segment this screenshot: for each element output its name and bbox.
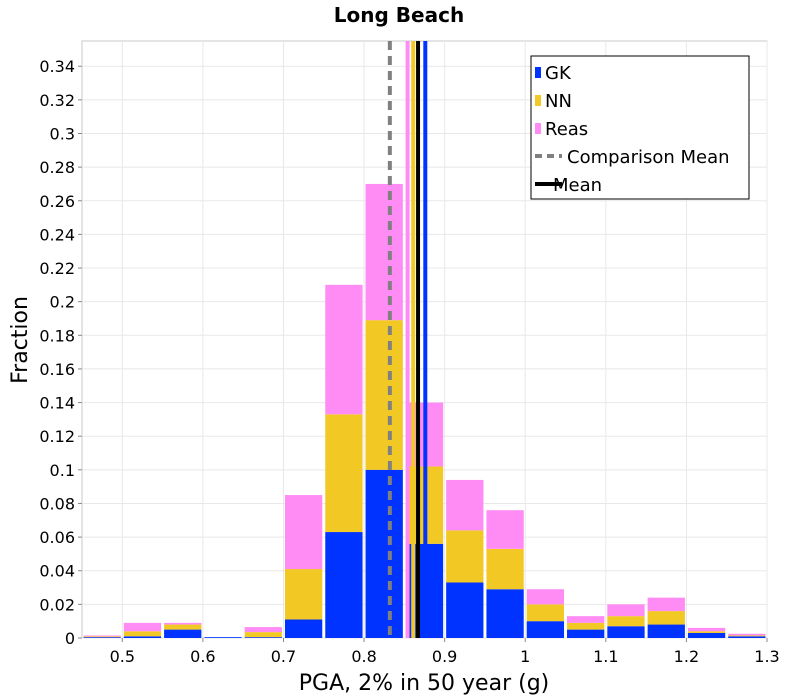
bar-reas [83, 635, 121, 637]
bar-gk [486, 589, 524, 638]
y-tick-label: 0.34 [39, 57, 75, 76]
chart-title: Long Beach [334, 3, 464, 27]
x-tick-label: 1.1 [593, 647, 618, 666]
y-tick-label: 0.24 [39, 225, 75, 244]
x-tick-label: 0.5 [110, 647, 135, 666]
bars-group [83, 183, 766, 638]
bar-reas [123, 622, 162, 632]
x-tick-label: 0.7 [271, 647, 296, 666]
y-tick-label: 0.04 [39, 562, 75, 581]
legend-box [530, 55, 750, 200]
legend-swatch-reas [535, 123, 541, 134]
y-tick-label: 0.3 [50, 124, 75, 143]
bar-nn [728, 635, 766, 637]
bar-gk [204, 637, 242, 638]
bar-nn [526, 604, 565, 622]
bar-nn [244, 632, 282, 638]
bar-gk [446, 582, 484, 638]
bar-gk [567, 629, 605, 638]
legend-label-nn: NN [545, 91, 572, 112]
x-tick-label: 1 [520, 647, 530, 666]
bar-nn [446, 530, 484, 583]
y-tick-label: 0.16 [39, 360, 75, 379]
x-tick-label: 0.8 [351, 647, 376, 666]
bar-nn [284, 569, 323, 620]
x-ticks: 0.5 0.6 0.7 0.8 0.9 1 1.1 1.2 1.3 [110, 638, 780, 666]
bar-nn [607, 616, 645, 627]
bar-reas [244, 627, 282, 633]
bar-gk [244, 637, 282, 638]
y-axis-title: Fraction [8, 296, 33, 384]
bar-reas [365, 183, 403, 321]
bar-gk [647, 624, 685, 638]
bar-gk [325, 532, 363, 638]
y-tick-label: 0.28 [39, 158, 75, 177]
bar-reas [325, 284, 363, 415]
bar-nn [687, 631, 726, 633]
legend-swatch-gk [535, 67, 541, 78]
legend: GK NN Reas Comparison Mean Mean [530, 55, 750, 200]
bar-gk [607, 626, 645, 638]
y-tick-label: 0.22 [39, 259, 75, 278]
bar-nn [123, 631, 162, 637]
bar-gk [728, 636, 766, 638]
legend-label-mean: Mean [553, 175, 602, 196]
y-tick-label: 0.02 [39, 595, 75, 614]
y-tick-label: 0.06 [39, 528, 75, 547]
bar-nn [486, 548, 524, 590]
bar-nn [647, 611, 685, 625]
bar-reas [647, 597, 685, 612]
bar-gk [687, 632, 726, 638]
y-tick-label: 0.32 [39, 91, 75, 110]
legend-label-reas: Reas [545, 119, 588, 140]
y-tick-label: 0.26 [39, 192, 75, 211]
y-tick-label: 0.1 [50, 461, 75, 480]
legend-label-comparison-mean: Comparison Mean [567, 147, 730, 168]
bar-reas [284, 495, 323, 570]
bar-gk [284, 619, 323, 638]
bar-nn [164, 624, 202, 630]
x-axis-title: PGA, 2% in 50 year (g) [299, 671, 550, 696]
bar-reas [728, 633, 766, 636]
bar-gk [526, 621, 565, 638]
bar-reas [164, 622, 202, 625]
y-tick-label: 0.2 [50, 293, 75, 312]
y-tick-label: 0.12 [39, 427, 75, 446]
x-tick-label: 1.3 [754, 647, 779, 666]
x-tick-label: 1.2 [674, 647, 699, 666]
bar-reas [687, 627, 726, 632]
bar-gk [164, 629, 202, 638]
y-tick-label: 0.08 [39, 494, 75, 513]
y-tick-label: 0.18 [39, 326, 75, 345]
legend-swatch-nn [535, 95, 541, 106]
bar-nn [83, 636, 121, 638]
bar-reas [567, 616, 605, 623]
bar-nn [567, 622, 605, 630]
y-ticks: 0 0.02 0.04 0.06 0.08 0.1 0.12 0.14 0.16 0.18 0.2 0… [39, 57, 82, 648]
bar-gk [365, 469, 403, 638]
bar-nn [365, 320, 403, 470]
bar-reas [486, 510, 524, 549]
bar-reas [446, 479, 484, 531]
x-tick-label: 0.9 [432, 647, 457, 666]
legend-label-gk: GK [545, 63, 572, 84]
x-tick-label: 0.6 [190, 647, 215, 666]
y-tick-label: 0.14 [39, 394, 75, 413]
bar-nn [325, 414, 363, 533]
bar-gk [123, 636, 162, 638]
bar-reas [526, 589, 565, 605]
bar-reas [607, 604, 645, 617]
y-tick-label: 0 [65, 629, 75, 648]
mean-lines-group [387, 41, 428, 638]
bar-gk [83, 637, 121, 638]
